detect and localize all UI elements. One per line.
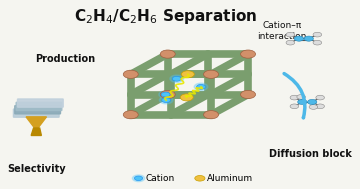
Circle shape [162,98,171,103]
Circle shape [180,94,193,101]
Circle shape [298,99,307,105]
Circle shape [197,84,206,89]
Circle shape [240,50,256,58]
Circle shape [313,32,321,37]
Circle shape [172,76,181,81]
FancyArrowPatch shape [284,74,305,118]
Circle shape [123,70,138,78]
Circle shape [159,91,172,98]
Text: Aluminum: Aluminum [207,174,253,183]
Circle shape [181,71,194,78]
Text: C$_2$H$_4$/C$_2$H$_6$ Separation: C$_2$H$_4$/C$_2$H$_6$ Separation [74,7,257,26]
Circle shape [316,104,324,109]
Text: Selectivity: Selectivity [7,164,66,174]
FancyBboxPatch shape [13,109,59,117]
Circle shape [304,36,314,41]
FancyBboxPatch shape [16,102,62,111]
Circle shape [316,95,324,100]
Circle shape [170,75,184,82]
FancyBboxPatch shape [15,106,60,114]
Circle shape [195,176,205,181]
Text: Cation: Cation [145,174,175,183]
Polygon shape [31,128,41,136]
Circle shape [160,90,175,99]
Circle shape [297,94,305,99]
Circle shape [294,36,303,41]
Circle shape [286,40,294,45]
Circle shape [160,50,175,58]
Circle shape [194,83,208,91]
Circle shape [123,111,138,119]
Circle shape [240,90,256,99]
Circle shape [307,99,317,105]
Polygon shape [26,117,46,128]
Circle shape [313,40,321,45]
Text: Diffusion block: Diffusion block [269,149,352,159]
Circle shape [161,92,170,97]
Circle shape [134,176,143,180]
Circle shape [132,175,145,182]
FancyBboxPatch shape [18,99,63,107]
Circle shape [290,104,299,109]
Circle shape [203,111,219,119]
Circle shape [286,32,294,37]
Circle shape [309,105,318,109]
Text: Cation–π
interaction: Cation–π interaction [257,22,306,41]
Circle shape [203,70,219,78]
Circle shape [159,96,173,104]
Circle shape [290,95,299,100]
Text: Production: Production [35,54,95,64]
